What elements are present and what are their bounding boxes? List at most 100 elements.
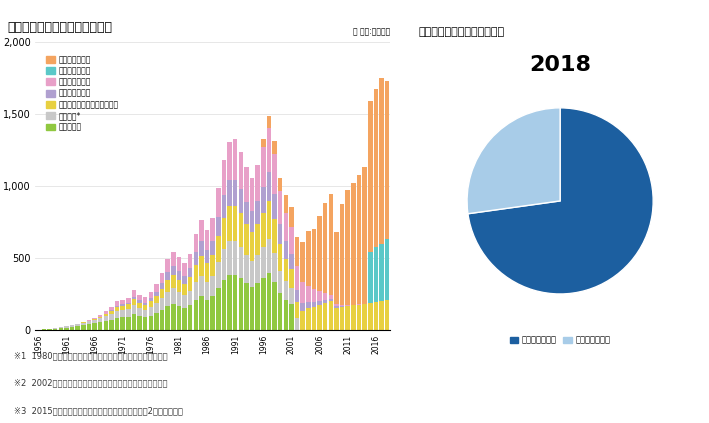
Bar [182, 295, 186, 308]
Bar [239, 189, 243, 214]
Bar [306, 308, 311, 330]
Bar [278, 293, 282, 330]
Bar [115, 310, 119, 318]
Bar [222, 250, 226, 280]
Bar [357, 305, 362, 330]
Bar [121, 300, 125, 304]
Bar [165, 259, 170, 272]
Bar [385, 239, 389, 300]
Bar [345, 306, 350, 330]
Text: （ 単位:百万個）: （ 単位:百万個） [352, 27, 390, 36]
Bar [351, 183, 356, 305]
Bar [267, 201, 272, 239]
Bar [149, 307, 153, 316]
Bar [250, 211, 255, 232]
Bar [109, 320, 113, 330]
Bar [261, 140, 266, 147]
Bar [86, 324, 91, 330]
Bar [267, 273, 272, 330]
Bar [362, 304, 367, 330]
Bar [104, 314, 108, 316]
Bar [340, 305, 345, 306]
Bar [121, 317, 125, 330]
Bar [211, 218, 215, 241]
Bar [104, 311, 108, 314]
Bar [334, 307, 339, 308]
Bar [374, 89, 378, 247]
Bar [154, 284, 159, 292]
Bar [295, 237, 299, 266]
Bar [368, 252, 372, 302]
Bar [138, 303, 142, 308]
Bar [132, 299, 136, 305]
Bar [233, 139, 238, 180]
Bar [121, 306, 125, 310]
Bar [160, 310, 164, 330]
Bar [334, 308, 339, 330]
Bar [323, 300, 328, 302]
Bar [233, 206, 238, 242]
Bar [318, 305, 322, 330]
Bar [295, 266, 299, 290]
Bar [160, 283, 164, 288]
Bar [385, 81, 389, 239]
Bar [121, 304, 125, 306]
Bar [149, 302, 153, 307]
Bar [289, 254, 294, 269]
Bar [121, 310, 125, 317]
Bar [272, 141, 277, 154]
Bar [171, 288, 176, 304]
Bar [48, 329, 52, 330]
Bar [81, 325, 86, 330]
Bar [295, 318, 299, 330]
Bar [64, 328, 69, 330]
Bar [92, 319, 97, 320]
Bar [289, 227, 294, 254]
Bar [216, 188, 220, 217]
Bar [334, 304, 339, 307]
Bar [278, 178, 282, 191]
Bar [289, 288, 294, 304]
Bar [188, 277, 192, 291]
Bar [132, 305, 136, 314]
Bar [323, 293, 328, 300]
Bar [278, 191, 282, 224]
Bar [177, 292, 182, 306]
Bar [250, 287, 255, 330]
Bar [289, 207, 294, 227]
Bar [312, 289, 316, 302]
Bar [138, 316, 142, 330]
Bar [177, 280, 182, 292]
Bar [171, 266, 176, 275]
Bar [115, 306, 119, 307]
Bar [228, 275, 232, 330]
Bar [362, 167, 367, 304]
Bar [194, 252, 198, 264]
Bar [374, 302, 378, 330]
Bar [278, 244, 282, 271]
Bar [171, 275, 176, 288]
Bar [239, 214, 243, 247]
Bar [323, 203, 328, 293]
Bar [267, 116, 272, 128]
Bar [69, 325, 74, 327]
Bar [244, 224, 249, 255]
Bar [267, 173, 272, 201]
Bar [334, 232, 339, 304]
Bar [205, 282, 209, 300]
Bar [284, 300, 288, 330]
Bar [379, 244, 384, 301]
Text: ※3  2015年より自動車電装機器と民生・業務機器の2区分に変更。: ※3 2015年より自動車電装機器と民生・業務機器の2区分に変更。 [14, 406, 183, 415]
Bar [301, 283, 305, 302]
Bar [165, 280, 170, 292]
Bar [126, 305, 130, 309]
Bar [318, 291, 322, 301]
Text: 用途別モーター売上高の比率: 用途別モーター売上高の比率 [418, 27, 504, 38]
Bar [228, 142, 232, 180]
Bar [255, 224, 260, 255]
Bar [233, 275, 238, 330]
Bar [98, 322, 102, 330]
Text: 27.2%: 27.2% [413, 173, 452, 183]
Bar [239, 247, 243, 278]
Bar [261, 147, 266, 187]
